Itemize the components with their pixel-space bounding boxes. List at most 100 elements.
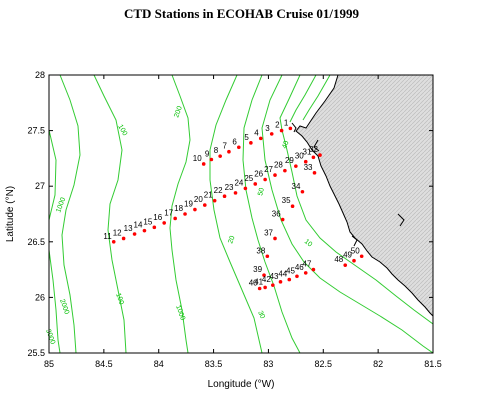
station-marker bbox=[294, 164, 298, 168]
station-label: 50 bbox=[351, 246, 360, 255]
contour-label: 3000 bbox=[44, 328, 56, 345]
station-marker bbox=[271, 283, 275, 287]
station-label: 25 bbox=[244, 174, 253, 183]
station-label: 29 bbox=[285, 156, 294, 165]
station-marker bbox=[263, 285, 267, 290]
station-marker bbox=[283, 168, 287, 173]
station-marker bbox=[222, 194, 227, 199]
station-label: 28 bbox=[274, 161, 283, 170]
x-tick-label: 81.5 bbox=[424, 359, 442, 369]
station-marker bbox=[273, 236, 277, 241]
station-marker bbox=[278, 280, 283, 284]
contour-label: 100 bbox=[114, 292, 125, 305]
station-marker bbox=[279, 128, 284, 133]
station-label: 11 bbox=[103, 232, 112, 241]
station-marker bbox=[233, 191, 238, 195]
y-tick-label: 27 bbox=[35, 181, 45, 191]
station-label: 26 bbox=[254, 170, 263, 179]
station-marker bbox=[303, 271, 308, 275]
station-label: 7 bbox=[222, 142, 227, 151]
station-label: 45 bbox=[286, 266, 295, 275]
station-marker bbox=[269, 132, 274, 136]
station-label: 39 bbox=[253, 265, 262, 274]
station-label: 5 bbox=[244, 133, 249, 142]
station-label: 36 bbox=[272, 210, 281, 219]
station-label: 15 bbox=[143, 217, 152, 226]
contour-label: 30 bbox=[256, 310, 266, 320]
station-label: 27 bbox=[264, 165, 273, 174]
contour-label: 20 bbox=[227, 235, 236, 245]
coast-detail bbox=[291, 122, 405, 247]
station-label: 19 bbox=[184, 200, 193, 209]
station-marker bbox=[311, 155, 316, 160]
station-label: 37 bbox=[264, 228, 273, 237]
station-label: 16 bbox=[153, 213, 162, 222]
station-label: 13 bbox=[124, 224, 133, 233]
x-tick-label: 83.5 bbox=[205, 359, 223, 369]
station-label: 31 bbox=[303, 147, 312, 156]
station-marker bbox=[300, 189, 305, 194]
station-marker bbox=[258, 136, 263, 141]
station-marker bbox=[237, 145, 241, 150]
station-label: 4 bbox=[254, 128, 259, 137]
station-marker bbox=[262, 273, 266, 277]
station-label: 30 bbox=[295, 152, 304, 161]
station-label: 41 bbox=[254, 277, 263, 286]
x-tick-label: 83 bbox=[263, 359, 273, 369]
station-marker bbox=[263, 177, 267, 182]
station-marker bbox=[227, 149, 231, 154]
station-marker bbox=[265, 254, 270, 259]
station-marker bbox=[287, 277, 292, 282]
station-label: 44 bbox=[278, 270, 287, 279]
station-label: 34 bbox=[292, 182, 301, 191]
x-tick-label: 82.5 bbox=[315, 359, 333, 369]
station-label: 17 bbox=[164, 208, 173, 217]
station-marker bbox=[318, 153, 322, 157]
station-label: 20 bbox=[194, 195, 203, 204]
station-label: 46 bbox=[295, 263, 304, 272]
station-marker bbox=[132, 232, 137, 236]
station-label: 12 bbox=[113, 228, 122, 237]
x-tick-label: 85 bbox=[44, 359, 54, 369]
plot-frame bbox=[48, 74, 434, 354]
station-marker bbox=[288, 126, 293, 131]
station-label: 3 bbox=[265, 124, 270, 133]
map-title: CTD Stations in ECOHAB Cruise 01/1999 bbox=[123, 6, 360, 21]
station-marker bbox=[152, 225, 157, 230]
station-label: 2 bbox=[275, 121, 280, 130]
station-label: 33 bbox=[304, 163, 313, 172]
station-marker bbox=[303, 159, 308, 164]
station-label: 38 bbox=[256, 246, 265, 255]
y-tick-label: 26.5 bbox=[27, 237, 45, 247]
bathymetry-contours bbox=[49, 75, 433, 353]
station-marker bbox=[257, 286, 262, 291]
station-label: 42 bbox=[262, 275, 271, 284]
station-marker bbox=[280, 217, 285, 222]
station-marker bbox=[218, 154, 222, 158]
station-marker bbox=[201, 162, 206, 166]
y-tick-label: 27.5 bbox=[27, 126, 45, 136]
station-marker bbox=[173, 216, 177, 221]
station-marker bbox=[295, 274, 299, 279]
station-label: 49 bbox=[343, 251, 352, 260]
station-marker bbox=[273, 173, 277, 177]
contour-label: 100 bbox=[116, 124, 128, 138]
station-marker bbox=[343, 263, 348, 267]
station-marker bbox=[142, 228, 147, 233]
station-label: 1 bbox=[284, 118, 289, 127]
station-label: 23 bbox=[225, 183, 234, 192]
x-tick-label: 84 bbox=[154, 359, 164, 369]
contour-labels: 40 50 100 200 1000 100 1000 2000 3000 30… bbox=[44, 105, 313, 345]
station-marker bbox=[249, 141, 253, 145]
station-marker bbox=[243, 186, 248, 191]
station-marker bbox=[212, 198, 217, 203]
station-marker bbox=[202, 203, 207, 207]
station-label: 8 bbox=[214, 146, 219, 155]
station-marker bbox=[183, 212, 187, 216]
y-tick-label: 26 bbox=[35, 292, 45, 302]
station-marker bbox=[193, 207, 197, 212]
y-axis-label: Latitude (°N) bbox=[5, 186, 16, 242]
